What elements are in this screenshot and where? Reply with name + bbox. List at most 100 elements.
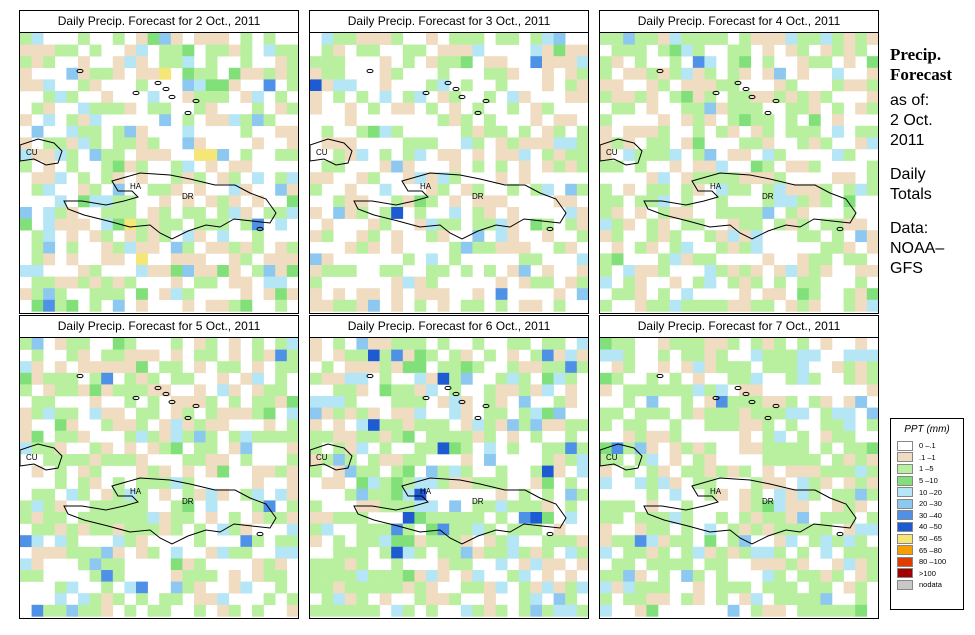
precip-cell bbox=[170, 477, 183, 490]
precip-cell bbox=[542, 160, 554, 173]
precip-cell bbox=[750, 500, 763, 513]
precip-cell bbox=[217, 361, 230, 374]
precip-cell bbox=[692, 454, 705, 466]
precip-cell bbox=[43, 183, 56, 196]
precip-cell bbox=[182, 372, 195, 385]
precip-cell bbox=[518, 488, 531, 501]
precip-cell bbox=[704, 396, 717, 408]
precip-cell bbox=[275, 349, 288, 362]
precip-cell bbox=[855, 79, 868, 92]
precip-cell bbox=[240, 33, 253, 45]
precip-cell bbox=[356, 407, 369, 420]
precip-cell bbox=[112, 419, 125, 432]
precip-cell bbox=[565, 67, 578, 80]
precip-cell bbox=[843, 558, 856, 571]
precip-cell bbox=[565, 430, 578, 443]
precip-cell bbox=[576, 183, 588, 196]
precip-cell bbox=[379, 477, 392, 490]
precip-cell bbox=[518, 241, 531, 254]
precip-cell bbox=[600, 338, 612, 350]
precip-cell bbox=[600, 500, 612, 513]
precip-cell bbox=[147, 384, 160, 397]
precip-cell bbox=[542, 535, 554, 548]
precip-cell bbox=[866, 488, 878, 501]
precip-cell bbox=[820, 546, 833, 559]
precip-legend: PPT (mm) 0 –.1.1 –1 1 –5 5 –10 10 –20 20 –30… bbox=[890, 418, 964, 610]
precip-cell bbox=[437, 477, 450, 490]
precip-cell bbox=[240, 183, 253, 196]
precip-cell bbox=[240, 546, 253, 559]
precip-cell bbox=[623, 361, 636, 374]
precip-cell bbox=[646, 79, 659, 92]
precip-cell bbox=[623, 67, 636, 80]
precip-cell bbox=[646, 593, 659, 606]
precip-cell bbox=[623, 465, 636, 478]
precip-cell bbox=[124, 384, 137, 397]
precip-cell bbox=[739, 299, 752, 312]
precip-cell bbox=[333, 430, 346, 443]
legend-row: 10 –20 bbox=[897, 486, 963, 498]
precip-cell bbox=[727, 546, 740, 559]
precip-cell bbox=[333, 149, 346, 161]
legend-row: .1 –1 bbox=[897, 452, 963, 464]
precip-cell bbox=[159, 218, 172, 231]
precip-cell bbox=[866, 56, 878, 69]
precip-cell bbox=[112, 172, 125, 185]
precip-cell bbox=[147, 430, 160, 443]
precip-cell bbox=[750, 372, 763, 385]
precip-cell bbox=[89, 265, 102, 277]
precip-cell bbox=[727, 102, 740, 115]
precip-cell bbox=[89, 299, 102, 312]
precip-cell bbox=[646, 33, 659, 45]
precip-cell bbox=[646, 102, 659, 115]
precip-cell bbox=[101, 218, 114, 231]
precip-cell bbox=[553, 125, 566, 138]
precip-cell bbox=[611, 207, 624, 219]
precip-cell bbox=[43, 396, 56, 408]
precip-cell bbox=[20, 33, 32, 45]
precip-cell bbox=[832, 125, 844, 138]
precip-cell bbox=[820, 91, 833, 103]
precip-cell bbox=[681, 500, 694, 513]
precip-cell bbox=[391, 477, 404, 490]
precip-cell bbox=[542, 454, 554, 466]
panel-title: Daily Precip. Forecast for 7 Oct., 2011 bbox=[599, 315, 879, 338]
precip-cell bbox=[402, 137, 415, 150]
precip-cell bbox=[750, 241, 763, 254]
country-label-ha: HA bbox=[710, 487, 722, 496]
precip-cell bbox=[275, 207, 288, 219]
precip-cell bbox=[634, 241, 647, 254]
precip-cell bbox=[855, 230, 868, 243]
precip-cell bbox=[437, 44, 450, 57]
precip-cell bbox=[54, 465, 67, 478]
legend-swatch bbox=[897, 498, 913, 509]
precip-cell bbox=[31, 79, 44, 92]
precip-cell bbox=[391, 230, 404, 243]
precip-cell bbox=[843, 253, 856, 266]
precip-cell bbox=[263, 430, 276, 443]
precip-cell bbox=[681, 195, 694, 208]
precip-cell bbox=[820, 33, 833, 45]
precip-cell bbox=[112, 488, 125, 501]
precip-cell bbox=[808, 230, 821, 243]
precip-cell bbox=[530, 500, 543, 513]
precip-cell bbox=[658, 546, 670, 559]
precip-cell bbox=[437, 265, 450, 277]
precip-cell bbox=[623, 581, 636, 594]
precip-cell bbox=[20, 558, 32, 571]
precip-cell bbox=[101, 419, 114, 432]
precip-cell bbox=[542, 149, 554, 161]
precip-cell bbox=[379, 67, 392, 80]
precip-cell bbox=[252, 230, 264, 243]
precip-cell bbox=[66, 604, 79, 617]
precip-cell bbox=[402, 430, 415, 443]
precip-cell bbox=[124, 230, 137, 243]
precip-cell bbox=[426, 195, 438, 208]
precip-cell bbox=[344, 407, 357, 420]
precip-cell bbox=[356, 430, 369, 443]
precip-cell bbox=[379, 581, 392, 594]
precip-cell bbox=[692, 338, 705, 350]
legend-row: >100 bbox=[897, 568, 963, 580]
precip-cell bbox=[484, 419, 496, 432]
precip-cell bbox=[658, 149, 670, 161]
